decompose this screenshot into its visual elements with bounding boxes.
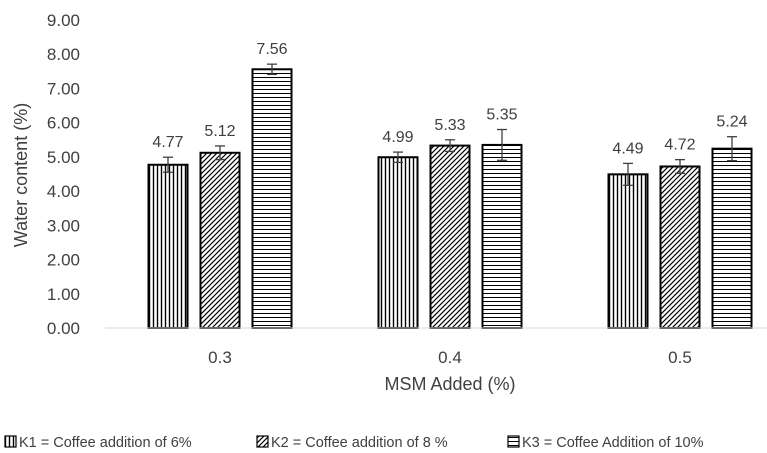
y-tick-label: 9.00	[47, 11, 80, 30]
y-tick-label: 1.00	[47, 285, 80, 304]
bar-3-0.5	[711, 147, 753, 329]
y-axis-title: Water content (%)	[11, 103, 31, 247]
data-label-3-0.5: 5.24	[716, 114, 747, 131]
legend-item-3: K3 = Coffee Addition of 10%	[507, 435, 704, 451]
error-bar-3-0.3	[267, 63, 277, 76]
legend-label-3: K3 = Coffee Addition of 10%	[522, 435, 704, 451]
legend-swatch-2	[256, 435, 269, 448]
legend-label-1: K1 = Coffee addition of 6%	[19, 435, 192, 451]
error-bar-1-0.5	[623, 162, 633, 186]
y-tick-label: 6.00	[47, 114, 80, 133]
data-label-1-0.3: 4.77	[152, 134, 183, 151]
data-labels-group: 4.77 5.12 7.56 4.99 5.33 5.35 4.49 4.72 5.24	[152, 41, 747, 157]
data-label-1-0.5: 4.49	[612, 140, 643, 157]
bar-2-0.5	[659, 165, 701, 329]
y-tick-label: 5.00	[47, 148, 80, 167]
error-bar-3-0.5	[727, 136, 737, 162]
error-bar-1-0.3	[163, 156, 173, 173]
data-label-2-0.3: 5.12	[204, 123, 235, 140]
legend-item-2: K2 = Coffee addition of 8 %	[256, 435, 448, 451]
error-bar-2-0.4	[445, 139, 455, 153]
legend-item-1: K1 = Coffee addition of 6%	[4, 435, 192, 451]
x-tick-label: 0.3	[208, 348, 232, 367]
data-label-2-0.4: 5.33	[434, 117, 465, 134]
x-axis-ticks: 0.3 0.4 0.5	[208, 348, 692, 367]
bar-3-0.4	[481, 143, 523, 329]
bar-2-0.3	[199, 151, 241, 329]
legend-swatch-1	[4, 435, 17, 448]
y-tick-label: 4.00	[47, 182, 80, 201]
y-tick-label: 7.00	[47, 79, 80, 98]
y-tick-label: 2.00	[47, 251, 80, 270]
y-tick-label: 0.00	[47, 319, 80, 338]
error-bar-1-0.4	[393, 151, 403, 164]
error-bar-2-0.5	[675, 158, 685, 174]
x-tick-label: 0.4	[438, 348, 462, 367]
legend-swatch-3	[507, 435, 520, 448]
legend: K1 = Coffee addition of 6% K2 = Coffee ad…	[4, 435, 704, 451]
bar-1-0.3	[147, 163, 189, 329]
bar-1-0.4	[377, 156, 419, 329]
error-bar-3-0.4	[497, 128, 507, 161]
y-axis-ticks: 0.00 1.00 2.00 3.00 4.00 5.00 6.00 7.00 8.00 9.00	[47, 11, 80, 338]
bar-2-0.4	[429, 144, 471, 329]
error-bars-group	[163, 63, 737, 186]
bars-group	[147, 68, 753, 329]
data-label-3-0.4: 5.35	[486, 107, 517, 124]
data-label-3-0.3: 7.56	[256, 41, 287, 58]
y-tick-label: 8.00	[47, 45, 80, 64]
bar-1-0.5	[607, 173, 649, 329]
x-axis-title: MSM Added (%)	[384, 374, 515, 394]
error-bar-2-0.3	[215, 145, 225, 161]
x-tick-label: 0.5	[668, 348, 692, 367]
y-tick-label: 3.00	[47, 216, 80, 235]
legend-label-2: K2 = Coffee addition of 8 %	[271, 435, 448, 451]
data-label-2-0.5: 4.72	[664, 137, 695, 154]
bar-3-0.3	[251, 68, 293, 329]
data-label-1-0.4: 4.99	[382, 129, 413, 146]
